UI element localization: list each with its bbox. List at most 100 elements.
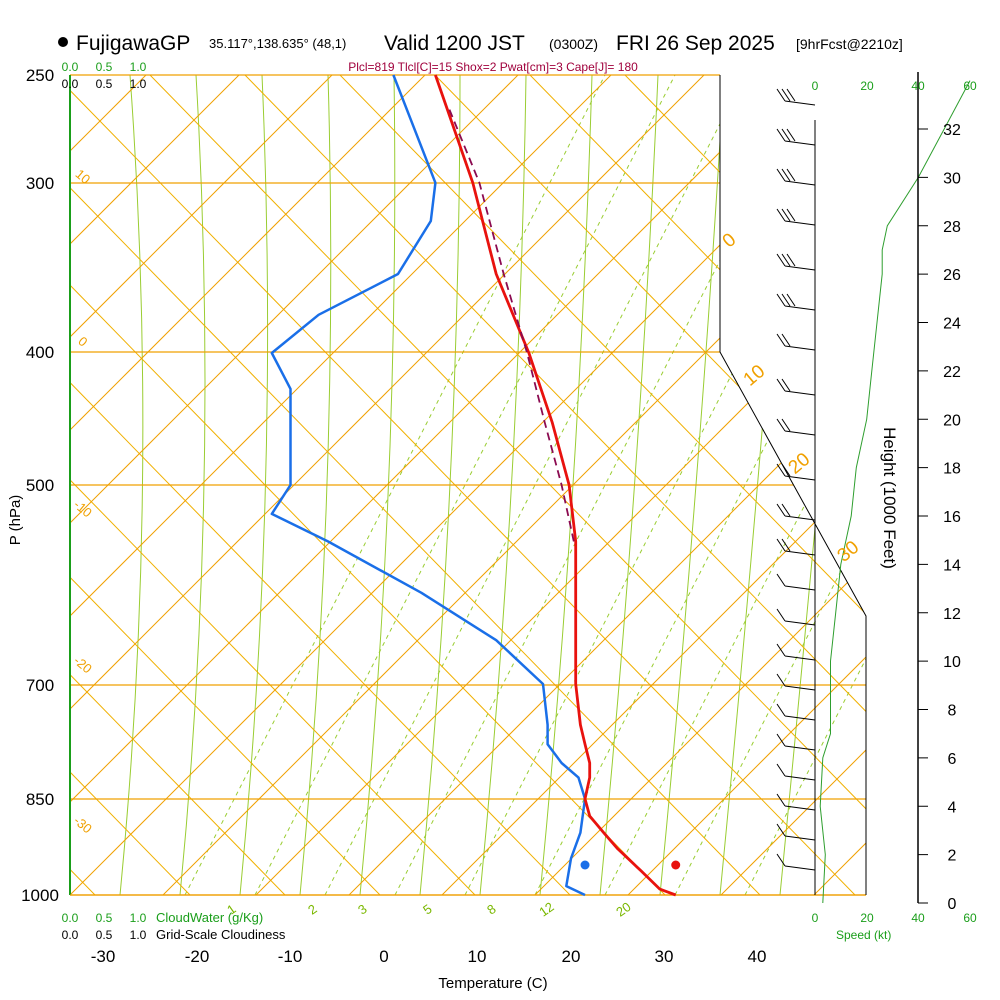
wind-barb-flag [776,333,786,347]
wind-barb-flag [776,418,786,432]
wind-barb-flag [776,128,786,142]
mixing-ratio-label: 3 [355,901,370,917]
wind-barb [784,585,816,591]
pressure-tick-label: 700 [26,676,54,695]
temperature-tick-label: 10 [468,947,487,966]
wind-tick-label-top: 0 [812,79,819,93]
height-tick-label: 32 [943,122,961,139]
height-tick-label: 14 [943,557,961,574]
isotherm-label-right: 10 [740,361,770,391]
cloudwater-tick-bottom: 0.0 [62,911,79,925]
isotherm-label-right: 30 [834,537,864,567]
height-tick-label: 6 [948,751,957,768]
wind-tick-label-top: 60 [963,79,977,93]
wind-tick-label-top: 20 [860,79,874,93]
wind-barb [784,305,816,311]
cloudwater-tick-top: 0.0 [62,60,79,74]
pressure-tick-label: 300 [26,174,54,193]
wind-barb [784,865,816,871]
dry-adiabat [529,75,866,895]
wind-axis-label: Speed (kt) [836,928,891,942]
station-coords: 35.117°,138.635° (48,1) [209,36,346,51]
height-tick-label: 26 [943,267,961,284]
cloudiness-tick-top: 0.0 [62,77,79,91]
wind-speed-line [819,80,971,904]
mixing-ratio-label: 12 [536,899,556,920]
wind-barb-flag [781,168,791,182]
cloudwater-tick-top: 1.0 [130,60,147,74]
wind-barb-flag [786,293,796,307]
height-tick-label: 12 [943,606,961,623]
isotherm [627,75,866,895]
wind-barb-flag [776,88,786,102]
wind-barb-flag [776,733,786,747]
isotherm [907,75,1000,895]
height-tick-label: 8 [948,703,957,720]
wind-barb-flag [776,378,786,392]
profiles [270,74,971,904]
wind-barb [784,775,816,781]
wind-barb-flag [781,418,791,432]
wind-barb-flag [781,253,791,267]
mixing-ratio-line [674,75,866,895]
cloudwater-tick-bottom: 1.0 [130,911,147,925]
wind-barb-flag [776,503,786,517]
wind-barb-flag [776,168,786,182]
height-tick-label: 16 [943,509,961,526]
wind-tick-label-bottom: 20 [860,911,874,925]
mixing-ratio-line [184,75,606,895]
isotherm [70,75,333,895]
wind-barb [784,550,816,556]
wind-barb-flag [781,293,791,307]
stability-indices: Plcl=819 Tlcl[C]=15 Shox=2 Pwat[cm]=3 Ca… [348,60,638,74]
wind-barb-flag [781,208,791,222]
right-frame [719,75,867,895]
wind-barb-flag [776,293,786,307]
wind-barb-flag [786,168,796,182]
forecast-tag: [9hrFcst@2210z] [796,36,903,52]
surface-dewpoint-dot [580,860,590,870]
wind-barb [784,475,816,481]
mixing-ratio-line [464,75,866,895]
height-tick-label: 2 [948,848,957,865]
isotherm [70,75,240,895]
wind-barb-flag [776,208,786,222]
background-grid [69,74,1000,896]
isotherm-label: 0 [75,333,90,349]
dry-adiabat [70,75,381,895]
wind-barb-flag [776,573,786,587]
isotherm-label: -10 [71,497,95,521]
wind-barb-flag [781,538,791,552]
mixing-ratio-line [254,75,676,895]
cloudiness-tick-bottom: 0.5 [96,928,113,942]
mixing-ratio-line [604,75,866,895]
temperature-tick-label: 40 [748,947,767,966]
wind-barb [784,180,816,186]
temperature-line [434,74,677,897]
height-tick-label: 0 [948,896,957,913]
mixing-ratio-label: 8 [484,901,499,917]
wind-barb [784,805,816,811]
wind-barb-flag [776,763,786,777]
isotherm-label-right: 0 [719,229,741,252]
isotherm [813,75,866,895]
pressure-tick-label: 400 [26,343,54,362]
mixing-ratio-line [394,75,816,895]
isotherm-label: -20 [71,653,95,677]
dry-adiabat [910,75,1000,895]
cloudiness-tick-top: 0.5 [96,77,113,91]
cloudiness-label: Grid-Scale Cloudiness [156,927,286,942]
mixing-ratio-label: 2 [305,901,320,917]
dry-adiabat [814,75,866,895]
pressure-tick-label: 1000 [21,886,59,905]
isotherm [70,75,426,895]
wind-barb-flag [776,853,786,867]
station-dot [58,37,68,47]
mixing-ratio-label: 5 [420,901,435,917]
height-tick-label: 28 [943,219,961,236]
wind-barb-flag [786,128,796,142]
valid-time: Valid 1200 JST [384,32,525,55]
height-tick-label: 10 [943,654,961,671]
